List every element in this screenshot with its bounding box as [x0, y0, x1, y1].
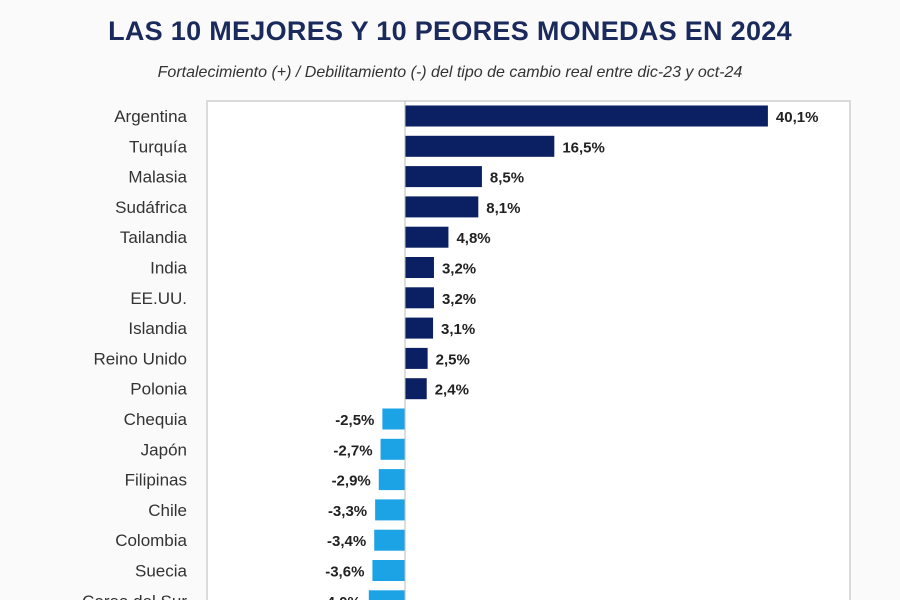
- chart-title: LAS 10 MEJORES Y 10 PEORES MONEDAS EN 20…: [108, 16, 792, 46]
- category-label: Corea del Sur: [82, 592, 187, 600]
- bar: [405, 257, 434, 278]
- bar: [405, 317, 434, 339]
- data-label: 3,2%: [442, 261, 476, 278]
- data-label: -3,3%: [328, 503, 367, 520]
- data-label: 3,1%: [441, 321, 475, 338]
- category-label: Reino Unido: [93, 349, 187, 368]
- bar: [405, 105, 768, 127]
- bar: [378, 469, 405, 491]
- category-label: Colombia: [115, 531, 187, 550]
- data-label: 8,1%: [486, 200, 520, 217]
- category-label: Chile: [148, 501, 187, 520]
- category-label: Tailandia: [120, 228, 188, 247]
- data-label: -3,6%: [325, 564, 364, 581]
- category-label: Filipinas: [125, 471, 187, 490]
- bar: [372, 560, 405, 581]
- data-label: -2,5%: [335, 412, 374, 429]
- category-label: Japón: [141, 440, 187, 459]
- bar: [382, 408, 405, 430]
- data-label: 4,8%: [456, 230, 490, 247]
- category-label: Suecia: [135, 562, 188, 581]
- bar: [375, 499, 405, 521]
- category-label: Turquía: [129, 137, 188, 156]
- bar: [405, 196, 479, 218]
- bar: [405, 166, 482, 188]
- data-label: 16,5%: [562, 139, 605, 156]
- bar: [405, 347, 428, 369]
- bar: [380, 438, 405, 460]
- data-label: 2,5%: [436, 351, 470, 368]
- category-label: Polonia: [130, 380, 187, 399]
- data-label: 3,2%: [442, 291, 476, 308]
- data-label: 40,1%: [776, 109, 819, 126]
- data-label: 8,5%: [490, 170, 524, 187]
- category-label: Chequia: [124, 410, 188, 429]
- category-label: Sudáfrica: [115, 198, 187, 217]
- data-label: 2,4%: [435, 382, 469, 399]
- category-label: Argentina: [114, 107, 187, 126]
- data-label: -3,4%: [327, 533, 366, 550]
- data-label: -2,7%: [333, 442, 372, 459]
- category-label: India: [150, 259, 187, 278]
- chart-subtitle: Fortalecimiento (+) / Debilitamiento (-)…: [157, 64, 743, 81]
- bar: [405, 287, 434, 309]
- data-label: -2,9%: [332, 473, 371, 490]
- plot-area: [206, 100, 851, 600]
- category-label: EE.UU.: [130, 289, 187, 308]
- bar: [405, 135, 555, 157]
- bar: [405, 378, 427, 400]
- bar: [374, 529, 405, 551]
- bar: [368, 590, 405, 600]
- bar: [405, 226, 449, 248]
- category-label: Islandia: [128, 319, 187, 338]
- category-label: Malasia: [128, 168, 187, 187]
- data-label: -4,0%: [322, 594, 361, 600]
